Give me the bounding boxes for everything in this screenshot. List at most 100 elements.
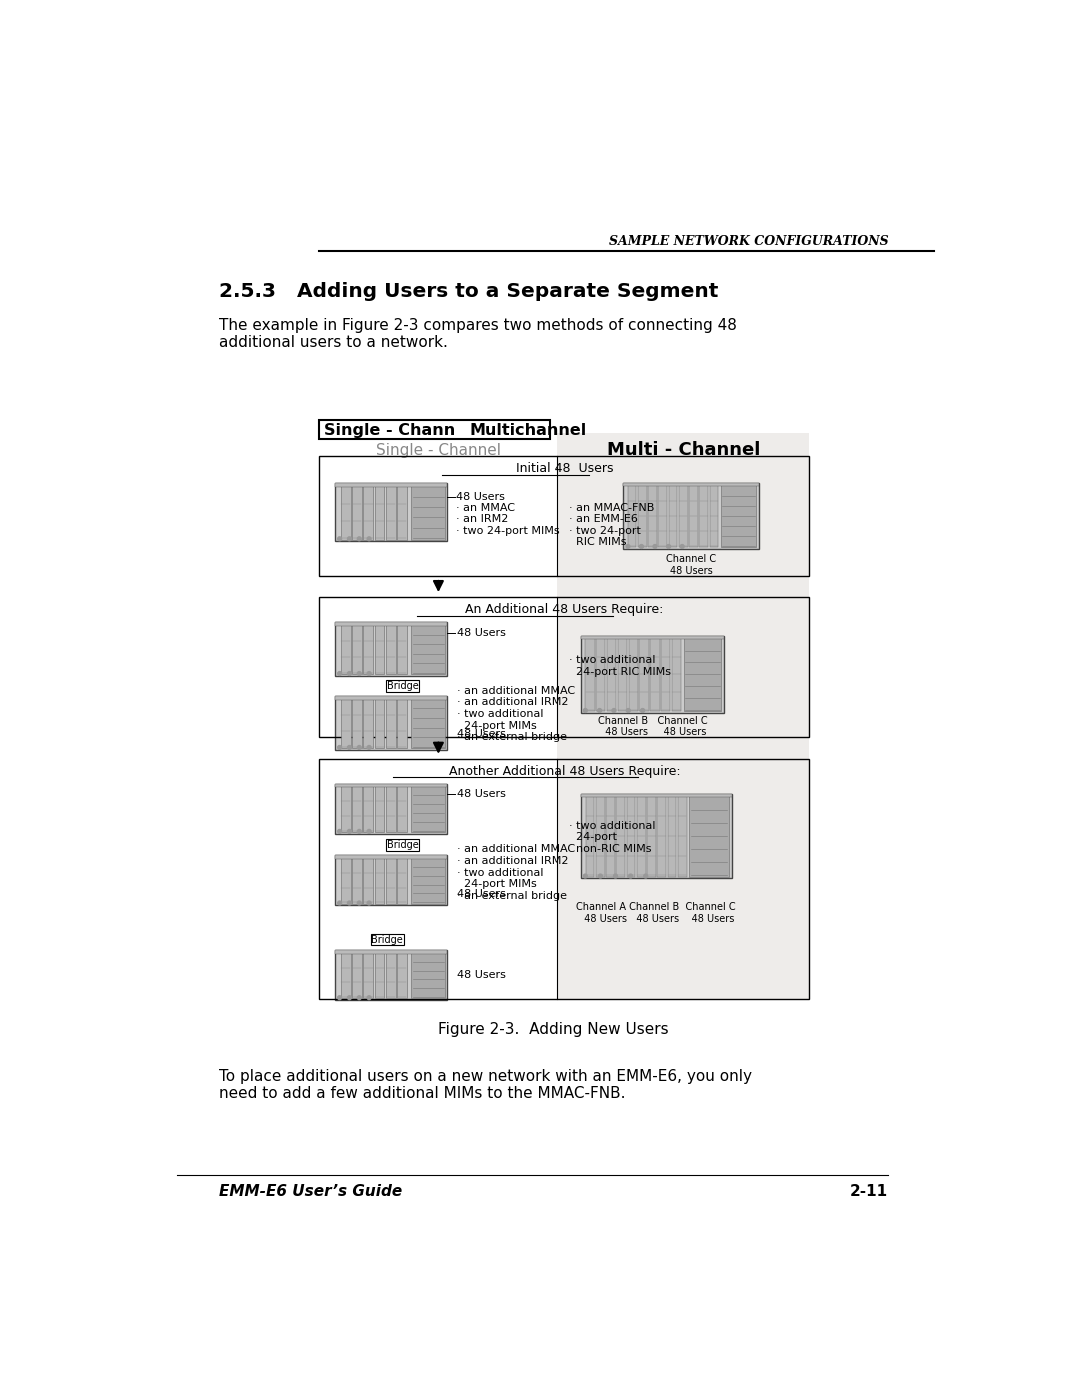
Bar	[364, 485, 373, 539]
Bar	[352, 785, 362, 833]
Circle shape	[367, 536, 372, 541]
Text: Multichannel: Multichannel	[470, 423, 588, 439]
Circle shape	[367, 672, 372, 676]
Bar	[411, 485, 445, 539]
Circle shape	[357, 996, 361, 1000]
Circle shape	[629, 875, 633, 877]
Circle shape	[348, 746, 351, 749]
Bar	[648, 485, 657, 548]
Circle shape	[597, 708, 602, 712]
Bar	[352, 623, 362, 675]
Circle shape	[367, 830, 372, 833]
Bar	[386, 951, 395, 999]
Bar	[585, 795, 594, 877]
Bar	[335, 483, 447, 541]
Bar	[596, 637, 606, 711]
Bar	[689, 795, 729, 877]
Bar	[721, 485, 756, 548]
Circle shape	[338, 672, 341, 676]
Bar	[335, 855, 447, 905]
Bar	[629, 637, 638, 711]
Bar	[411, 951, 445, 999]
Bar	[335, 784, 447, 788]
Bar	[411, 623, 445, 675]
Circle shape	[613, 875, 618, 877]
Text: EMM-E6 User’s Guide: EMM-E6 User’s Guide	[218, 1185, 402, 1199]
Bar	[320, 420, 551, 440]
Circle shape	[338, 830, 341, 833]
Circle shape	[338, 536, 341, 541]
Circle shape	[583, 875, 588, 877]
Bar	[320, 457, 809, 576]
Bar	[607, 637, 617, 711]
Bar	[387, 840, 419, 851]
Bar	[335, 950, 447, 1000]
Bar	[617, 795, 625, 877]
Text: 2-11: 2-11	[850, 1185, 889, 1199]
Text: Figure 2-3.  Adding New Users: Figure 2-3. Adding New Users	[438, 1023, 669, 1038]
Bar	[678, 795, 687, 877]
Circle shape	[612, 708, 616, 712]
Circle shape	[626, 545, 630, 549]
Bar	[364, 785, 373, 833]
Text: An Additional 48 Users Require:: An Additional 48 Users Require:	[465, 604, 663, 616]
Text: · two additional
  24-port RIC MIMs: · two additional 24-port RIC MIMs	[569, 655, 671, 676]
Bar	[341, 697, 351, 749]
Bar	[397, 485, 407, 539]
Bar	[364, 856, 373, 904]
Circle shape	[348, 996, 351, 1000]
Bar	[341, 856, 351, 904]
Bar	[581, 636, 724, 638]
Circle shape	[639, 545, 644, 549]
Bar	[638, 485, 647, 548]
Bar	[623, 483, 759, 549]
Bar	[710, 485, 718, 548]
Text: · an MMAC-FNB
· an EMM-E6
· two 24-port
  RIC MIMs: · an MMAC-FNB · an EMM-E6 · two 24-port …	[569, 503, 654, 548]
Text: Single - Chann: Single - Chann	[324, 423, 456, 439]
Bar	[364, 697, 373, 749]
Bar	[581, 793, 732, 796]
Bar	[684, 637, 721, 711]
Circle shape	[666, 545, 671, 549]
Text: · an additional MMAC
· an additional IRM2
· two additional
  24-port MIMs
· an e: · an additional MMAC · an additional IRM…	[457, 844, 575, 901]
Bar	[352, 856, 362, 904]
Circle shape	[626, 708, 631, 712]
Circle shape	[357, 672, 361, 676]
Bar	[341, 785, 351, 833]
Circle shape	[338, 746, 341, 749]
Bar	[626, 795, 635, 877]
Text: Bridge: Bridge	[372, 935, 403, 944]
Bar	[335, 784, 447, 834]
Circle shape	[583, 708, 588, 712]
Bar	[341, 623, 351, 675]
Bar	[386, 485, 395, 539]
Bar	[639, 637, 649, 711]
Bar	[661, 637, 671, 711]
Bar	[585, 637, 595, 711]
Circle shape	[680, 545, 684, 549]
Text: 48 Users: 48 Users	[457, 627, 505, 637]
Bar	[411, 856, 445, 904]
Bar	[341, 485, 351, 539]
Bar	[335, 696, 447, 750]
Circle shape	[598, 875, 603, 877]
Text: Another Additional 48 Users Require:: Another Additional 48 Users Require:	[448, 764, 680, 778]
Bar	[375, 485, 384, 539]
Bar	[397, 623, 407, 675]
Bar	[606, 795, 615, 877]
Circle shape	[338, 901, 341, 905]
Circle shape	[348, 672, 351, 676]
Text: 2.5.3   Adding Users to a Separate Segment: 2.5.3 Adding Users to a Separate Segment	[218, 282, 718, 300]
Bar	[386, 623, 395, 675]
Bar	[411, 785, 445, 833]
Bar	[700, 485, 708, 548]
Bar	[411, 697, 445, 749]
Bar	[623, 483, 759, 486]
Bar	[581, 793, 732, 879]
Bar	[352, 951, 362, 999]
Bar	[596, 795, 605, 877]
Circle shape	[348, 830, 351, 833]
Circle shape	[653, 545, 657, 549]
Bar	[335, 855, 447, 859]
Circle shape	[367, 901, 372, 905]
